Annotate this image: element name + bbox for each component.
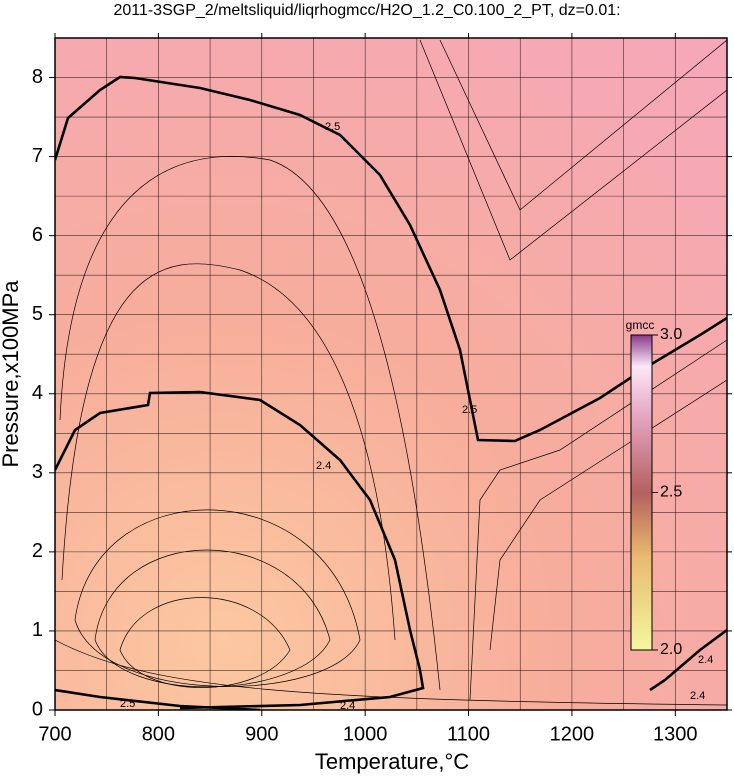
contour-label: 2.5 <box>462 404 477 416</box>
colorbar-title: gmcc <box>626 318 655 332</box>
x-tick-label: 800 <box>142 723 175 745</box>
colorbar-tick-label: 3.0 <box>660 326 682 343</box>
contour-line <box>55 688 261 710</box>
y-tick-label: 1 <box>32 619 43 641</box>
contour-label: 2.4 <box>698 654 713 666</box>
contour-label: 2.4 <box>316 460 331 472</box>
contour-line-minor <box>74 509 361 687</box>
colorbar-axis: 2.0 2.5 3.0 <box>652 326 682 658</box>
contour-line-minor <box>94 549 331 688</box>
y-tick-label: 8 <box>32 66 43 88</box>
axes: 700 800 900 1000 1100 1200 1300 0 1 2 3 4 5 6 7 8 <box>32 33 732 745</box>
x-tick-label: 1100 <box>447 723 490 745</box>
contour-label: 2.5 <box>325 121 340 133</box>
x-tick-label: 700 <box>38 723 71 745</box>
contour-label: 2.4 <box>340 700 355 712</box>
y-tick-label: 7 <box>32 145 43 167</box>
x-tick-label: 1200 <box>550 723 595 745</box>
contour-line-minor <box>419 39 727 261</box>
contour-line-minor <box>119 597 291 688</box>
plot-frame <box>54 37 728 711</box>
x-tick-label: 1000 <box>343 723 388 745</box>
y-tick-label: 5 <box>32 303 43 325</box>
contours <box>55 39 727 710</box>
contour-line <box>55 390 425 710</box>
colorbar-tick-label: 2.5 <box>660 484 682 501</box>
x-tick-label: 900 <box>245 723 278 745</box>
y-axis-label: Pressure,x100MPa <box>0 280 23 468</box>
contour-line-minor <box>469 339 727 701</box>
contour-line <box>55 75 727 443</box>
contour-label: 2.4 <box>690 690 705 702</box>
y-tick-label: 4 <box>32 382 43 404</box>
contour-line-minor <box>59 156 441 691</box>
contour-line-minor <box>439 39 727 211</box>
contour-label: 2.5 <box>120 698 135 710</box>
y-tick-label: 0 <box>32 698 43 720</box>
contour-line <box>649 628 727 692</box>
colorbar <box>630 334 653 651</box>
contour-line-minor <box>61 263 396 641</box>
contour-line-minor <box>55 639 727 706</box>
x-tick-label: 1300 <box>653 723 698 745</box>
y-tick-label: 6 <box>32 224 43 246</box>
chart-title: 2011-3SGP_2/meltsliquid/liqrhogmcc/H2O_1… <box>113 2 620 19</box>
plot-background <box>55 38 727 710</box>
x-axis-label: Temperature,°C <box>315 749 469 774</box>
y-tick-label: 2 <box>32 540 43 562</box>
colorbar-tick-label: 2.0 <box>660 641 682 658</box>
grid <box>55 38 727 710</box>
y-tick-label: 3 <box>32 461 43 483</box>
